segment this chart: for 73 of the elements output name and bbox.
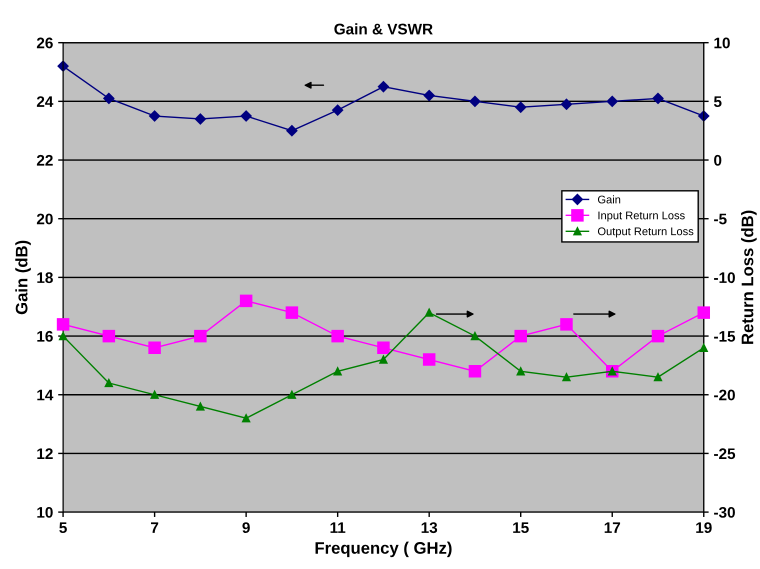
point — [150, 390, 159, 399]
point — [103, 92, 114, 104]
x-tick-label: 7 — [151, 522, 158, 533]
x-tick-label: 11 — [330, 522, 346, 533]
point — [240, 294, 252, 308]
x-tick-label: 15 — [513, 522, 529, 534]
point — [700, 344, 708, 352]
point — [560, 98, 572, 110]
y-tick-label: 20 — [36, 214, 53, 224]
y-tick-label: 26 — [36, 38, 53, 48]
point — [333, 367, 342, 376]
x-tick-label: 9 — [242, 522, 250, 534]
x-tick-label: 5 — [59, 522, 67, 534]
legend-label: Output Return Loss — [598, 227, 694, 238]
point — [516, 367, 525, 376]
x-tick-label: 13 — [422, 522, 438, 534]
x-axis-title: Frequency ( GHz) — [316, 542, 452, 558]
x-tick-label: 17 — [604, 522, 620, 533]
y2-tick-label: 10 — [714, 38, 730, 48]
point — [102, 330, 116, 342]
y2-tick-label: -15 — [714, 331, 736, 342]
y-tick-label: 24 — [36, 96, 54, 107]
y-tick-label: 12 — [37, 448, 53, 459]
point — [515, 102, 526, 113]
point — [377, 342, 390, 354]
point — [332, 104, 344, 116]
point — [148, 342, 161, 354]
y-tick-label: 16 — [37, 330, 53, 342]
point — [378, 81, 390, 92]
chart-title: Gain & VSWR — [334, 23, 433, 34]
point — [424, 90, 435, 102]
y-tick-label: 18 — [37, 272, 53, 284]
point — [698, 306, 710, 319]
y2-tick-label: -10 — [714, 272, 735, 284]
point — [149, 110, 160, 122]
point — [470, 332, 480, 340]
point — [514, 330, 527, 342]
y2-tick-label: -5 — [714, 214, 727, 224]
y-axis-title: Gain (dB) — [15, 240, 31, 314]
y2-tick-label: -25 — [714, 448, 736, 460]
point — [379, 355, 388, 364]
y-tick-label: 14 — [37, 390, 54, 400]
point — [288, 390, 296, 399]
point — [422, 353, 436, 366]
point — [469, 96, 481, 107]
legend-label: Input Return Loss — [598, 212, 685, 222]
point — [425, 308, 434, 317]
point — [286, 306, 298, 319]
point — [468, 365, 482, 378]
point — [104, 378, 114, 388]
x-tick-label: 19 — [696, 522, 712, 534]
point — [56, 318, 70, 331]
point — [242, 414, 250, 422]
y2-tick-label: 0 — [714, 154, 722, 166]
point — [286, 125, 298, 136]
y2-tick-label: -20 — [714, 390, 735, 400]
y2-tick-label: 5 — [714, 96, 722, 108]
point — [562, 372, 571, 382]
point — [194, 330, 207, 342]
point — [196, 402, 205, 411]
y-tick-label: 22 — [36, 154, 53, 166]
point — [240, 110, 252, 122]
point — [560, 318, 573, 331]
point — [652, 92, 664, 104]
legend-label: Gain — [598, 195, 620, 204]
point — [652, 330, 664, 342]
y2-axis-title: Return Loss (dB) — [741, 210, 757, 344]
point — [654, 372, 662, 382]
point — [606, 96, 618, 107]
y-tick-label: 10 — [37, 506, 53, 518]
y2-tick-label: -30 — [714, 506, 735, 518]
point — [194, 113, 206, 125]
point — [331, 330, 344, 342]
